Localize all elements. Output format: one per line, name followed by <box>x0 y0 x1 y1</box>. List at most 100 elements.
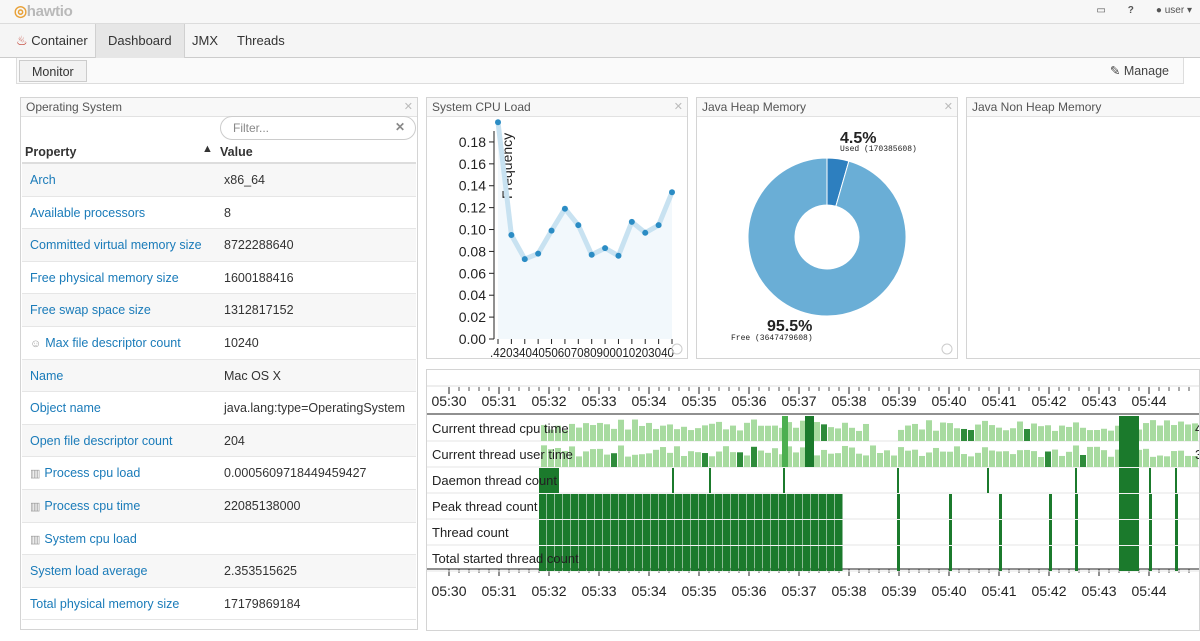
property-name[interactable]: Free physical memory size <box>30 270 179 285</box>
property-name[interactable]: ▥ Process cpu time <box>30 498 141 513</box>
tab-jmx[interactable]: JMX <box>192 33 218 48</box>
heat-cell <box>1024 429 1030 441</box>
heat-cell <box>786 422 792 441</box>
heat-cell <box>793 452 799 467</box>
cpu-data-point <box>575 222 582 229</box>
clear-filter-icon[interactable]: ✕ <box>394 120 405 134</box>
cpu-area <box>498 122 672 340</box>
heat-cell <box>539 468 559 493</box>
heat-cell <box>835 520 843 545</box>
cpu-data-point <box>669 189 675 196</box>
property-name[interactable]: Name <box>30 368 64 383</box>
heat-cell <box>643 494 651 519</box>
heat-cell <box>1108 456 1114 467</box>
property-name[interactable]: ▥ System cpu load <box>30 531 137 546</box>
monitor-icon[interactable]: ▭ <box>1096 5 1106 16</box>
x-tick-label: 05:42 <box>1031 393 1066 409</box>
x-tick-label: 05:44 <box>1131 583 1166 599</box>
x-tick-label: 05:37 <box>781 583 816 599</box>
column-value[interactable]: Value <box>220 145 253 159</box>
heat-cell <box>1017 450 1023 467</box>
hawtio-logo[interactable]: ◎hawtio <box>14 3 73 20</box>
heat-cell <box>707 546 715 571</box>
heat-cell <box>898 429 904 441</box>
cpu-data-point <box>521 256 528 263</box>
property-name[interactable]: Total physical memory size <box>30 596 180 611</box>
heat-cell <box>643 520 651 545</box>
heat-cell <box>755 520 763 545</box>
help-icon[interactable]: ? <box>1127 5 1134 16</box>
property-name[interactable]: Available processors <box>30 205 146 220</box>
heat-cell <box>587 494 595 519</box>
property-name[interactable]: Open file descriptor count <box>30 433 173 448</box>
row-label: Daemon thread count <box>432 473 557 488</box>
heat-cell <box>691 494 699 519</box>
close-icon[interactable]: ✕ <box>943 101 953 113</box>
heat-cell <box>772 425 778 441</box>
heat-cell <box>787 546 795 571</box>
heat-cell <box>926 452 932 467</box>
heat-cell <box>675 494 683 519</box>
property-value: 1600188416 <box>224 270 294 285</box>
heat-cell <box>1049 546 1052 571</box>
close-icon[interactable]: ✕ <box>673 101 683 113</box>
heat-cell <box>1045 451 1051 467</box>
heat-cell <box>590 449 596 467</box>
heat-cell <box>1038 456 1044 467</box>
heat-cell <box>595 520 603 545</box>
property-name[interactable]: Free swap space size <box>30 303 151 318</box>
heat-cell <box>699 520 707 545</box>
heat-cell <box>611 520 619 545</box>
property-name[interactable]: ▥ Process cpu load <box>30 466 141 481</box>
property-name[interactable]: Object name <box>30 401 101 416</box>
property-name[interactable]: Committed virtual memory size <box>30 238 202 253</box>
tab-dashboard[interactable]: Dashboard <box>95 24 185 58</box>
heat-cell <box>555 494 563 519</box>
property-name[interactable]: ☺ Max file descriptor count <box>30 335 181 350</box>
heat-cell <box>653 449 659 467</box>
table-header: Property ▲ Value <box>22 140 416 164</box>
heat-cell <box>1003 451 1009 467</box>
table-row: Object name java.lang:type=OperatingSyste… <box>22 392 416 425</box>
heat-cell <box>954 428 960 441</box>
x-tick-label: 05:32 <box>531 583 566 599</box>
manage-button[interactable]: ✎ Manage <box>1109 64 1169 78</box>
heat-cell <box>707 494 715 519</box>
y-tick-label: 0.18 <box>459 134 486 150</box>
heat-cell <box>595 546 603 571</box>
heat-cell <box>587 520 595 545</box>
heat-cell <box>771 494 779 519</box>
monitor-button[interactable]: Monitor <box>19 60 87 82</box>
heat-cell <box>1175 494 1178 519</box>
heat-cell <box>563 546 571 571</box>
heat-cell <box>912 423 918 441</box>
sort-asc-icon[interactable]: ▲ <box>202 143 213 155</box>
heat-cell <box>819 546 827 571</box>
column-property[interactable]: Property <box>25 145 77 159</box>
heat-cell <box>905 450 911 467</box>
heat-cell <box>563 520 571 545</box>
property-name[interactable]: Arch <box>30 173 56 187</box>
heat-cell <box>814 455 820 467</box>
heat-cell <box>611 453 617 467</box>
heat-cell <box>569 423 575 441</box>
property-name[interactable]: System load average <box>30 564 148 579</box>
user-label: user <box>1164 5 1185 16</box>
heat-cell <box>949 520 952 545</box>
tab-threads[interactable]: Threads <box>237 33 285 48</box>
property-value: java.lang:type=OperatingSystem <box>224 401 406 416</box>
heat-cell <box>1164 420 1170 441</box>
tab-container[interactable]: ♨ Container <box>16 33 88 48</box>
heat-cell <box>639 454 645 467</box>
heat-cell <box>563 494 571 519</box>
top-icons: ▭ ? ● user ▾ <box>1096 5 1192 16</box>
close-icon[interactable]: ✕ <box>403 101 413 113</box>
cpu-data-point <box>535 250 542 257</box>
user-menu[interactable]: ● user ▾ <box>1155 5 1192 16</box>
heat-cell <box>835 428 841 441</box>
heat-cell <box>699 546 707 571</box>
heat-cell <box>1017 421 1023 441</box>
filter-input[interactable]: Filter... ✕ <box>220 116 416 140</box>
heat-cell <box>611 494 619 519</box>
heat-cell <box>898 447 904 467</box>
